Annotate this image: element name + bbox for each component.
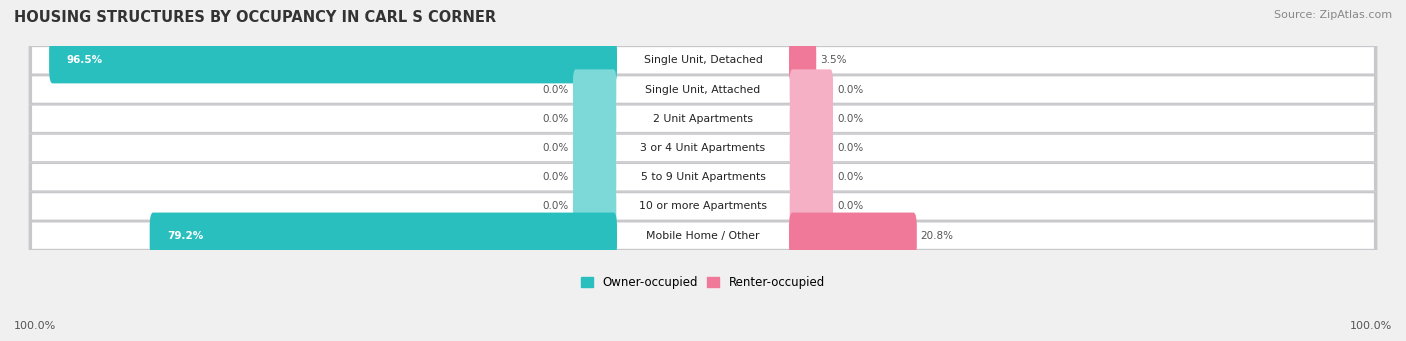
Text: Source: ZipAtlas.com: Source: ZipAtlas.com <box>1274 10 1392 20</box>
Text: 10 or more Apartments: 10 or more Apartments <box>638 202 768 211</box>
Text: Single Unit, Detached: Single Unit, Detached <box>644 55 762 65</box>
Text: 3.5%: 3.5% <box>820 55 846 65</box>
FancyBboxPatch shape <box>28 163 1378 192</box>
FancyBboxPatch shape <box>790 186 832 227</box>
Text: 3 or 4 Unit Apartments: 3 or 4 Unit Apartments <box>641 143 765 153</box>
FancyBboxPatch shape <box>790 99 832 139</box>
FancyBboxPatch shape <box>790 69 832 110</box>
Text: 5 to 9 Unit Apartments: 5 to 9 Unit Apartments <box>641 172 765 182</box>
FancyBboxPatch shape <box>28 192 1378 221</box>
Legend: Owner-occupied, Renter-occupied: Owner-occupied, Renter-occupied <box>581 276 825 290</box>
FancyBboxPatch shape <box>789 37 817 84</box>
Text: Mobile Home / Other: Mobile Home / Other <box>647 231 759 241</box>
FancyBboxPatch shape <box>28 104 1378 133</box>
FancyBboxPatch shape <box>789 212 917 259</box>
Text: 0.0%: 0.0% <box>837 202 863 211</box>
Text: 20.8%: 20.8% <box>921 231 953 241</box>
Text: 0.0%: 0.0% <box>543 202 569 211</box>
FancyBboxPatch shape <box>28 46 1378 75</box>
Text: 0.0%: 0.0% <box>837 85 863 94</box>
FancyBboxPatch shape <box>574 69 616 110</box>
FancyBboxPatch shape <box>28 133 1378 163</box>
FancyBboxPatch shape <box>574 99 616 139</box>
Text: 0.0%: 0.0% <box>837 114 863 124</box>
Text: 2 Unit Apartments: 2 Unit Apartments <box>652 114 754 124</box>
Text: 0.0%: 0.0% <box>837 172 863 182</box>
FancyBboxPatch shape <box>790 128 832 168</box>
FancyBboxPatch shape <box>32 106 1374 132</box>
Text: 0.0%: 0.0% <box>837 143 863 153</box>
FancyBboxPatch shape <box>32 164 1374 190</box>
Text: 0.0%: 0.0% <box>543 172 569 182</box>
Text: 100.0%: 100.0% <box>14 321 56 331</box>
FancyBboxPatch shape <box>574 157 616 197</box>
FancyBboxPatch shape <box>28 221 1378 250</box>
FancyBboxPatch shape <box>32 135 1374 161</box>
Text: 100.0%: 100.0% <box>1350 321 1392 331</box>
FancyBboxPatch shape <box>32 193 1374 220</box>
Text: 96.5%: 96.5% <box>66 55 103 65</box>
FancyBboxPatch shape <box>149 212 617 259</box>
Text: 0.0%: 0.0% <box>543 85 569 94</box>
FancyBboxPatch shape <box>574 186 616 227</box>
FancyBboxPatch shape <box>49 37 617 84</box>
FancyBboxPatch shape <box>32 76 1374 103</box>
Text: Single Unit, Attached: Single Unit, Attached <box>645 85 761 94</box>
FancyBboxPatch shape <box>32 223 1374 249</box>
FancyBboxPatch shape <box>574 128 616 168</box>
Text: 0.0%: 0.0% <box>543 143 569 153</box>
Text: HOUSING STRUCTURES BY OCCUPANCY IN CARL S CORNER: HOUSING STRUCTURES BY OCCUPANCY IN CARL … <box>14 10 496 25</box>
FancyBboxPatch shape <box>28 75 1378 104</box>
FancyBboxPatch shape <box>32 47 1374 73</box>
FancyBboxPatch shape <box>790 157 832 197</box>
Text: 0.0%: 0.0% <box>543 114 569 124</box>
Text: 79.2%: 79.2% <box>167 231 202 241</box>
